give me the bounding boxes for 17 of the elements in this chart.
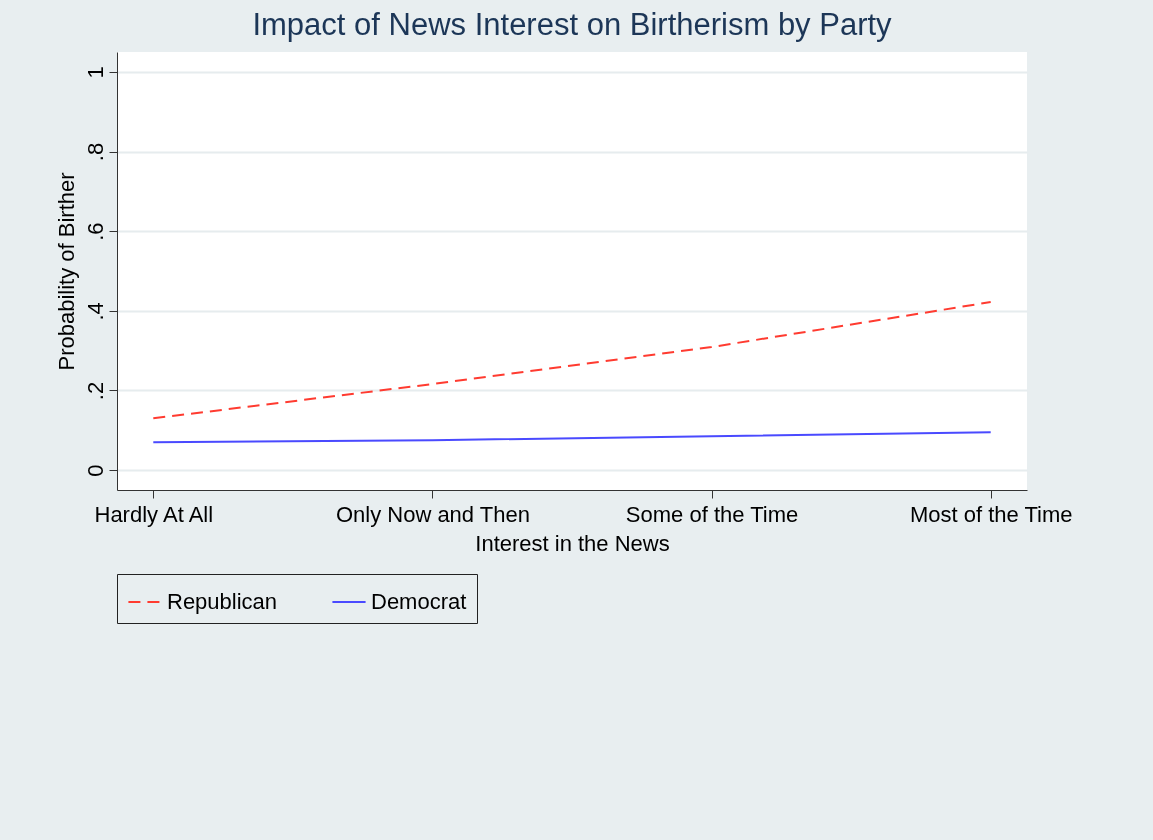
x-tick-label: Some of the Time — [625, 501, 799, 527]
y-tick-label: .6 — [82, 222, 108, 241]
legend-label: Republican — [167, 589, 278, 614]
y-tick-label: .4 — [82, 302, 108, 321]
y-tick-label: 0 — [82, 464, 108, 477]
y-tick-label: .8 — [82, 142, 108, 162]
line-series — [152, 301, 992, 420]
line-series — [152, 431, 992, 444]
y-tick-label: 1 — [82, 66, 108, 79]
y-axis-title: Probability of Birther — [53, 172, 79, 371]
x-tick-label: Only Now and Then — [335, 501, 530, 527]
legend-label: Democrat — [371, 589, 467, 614]
x-tick-label: Most of the Time — [909, 501, 1073, 527]
chart-title: Impact of News Interest on Birtherism by Party — [252, 7, 893, 42]
x-axis-title: Interest in the News — [475, 530, 670, 556]
x-tick-label: Hardly At All — [94, 501, 214, 527]
y-tick-label: .2 — [82, 381, 108, 401]
